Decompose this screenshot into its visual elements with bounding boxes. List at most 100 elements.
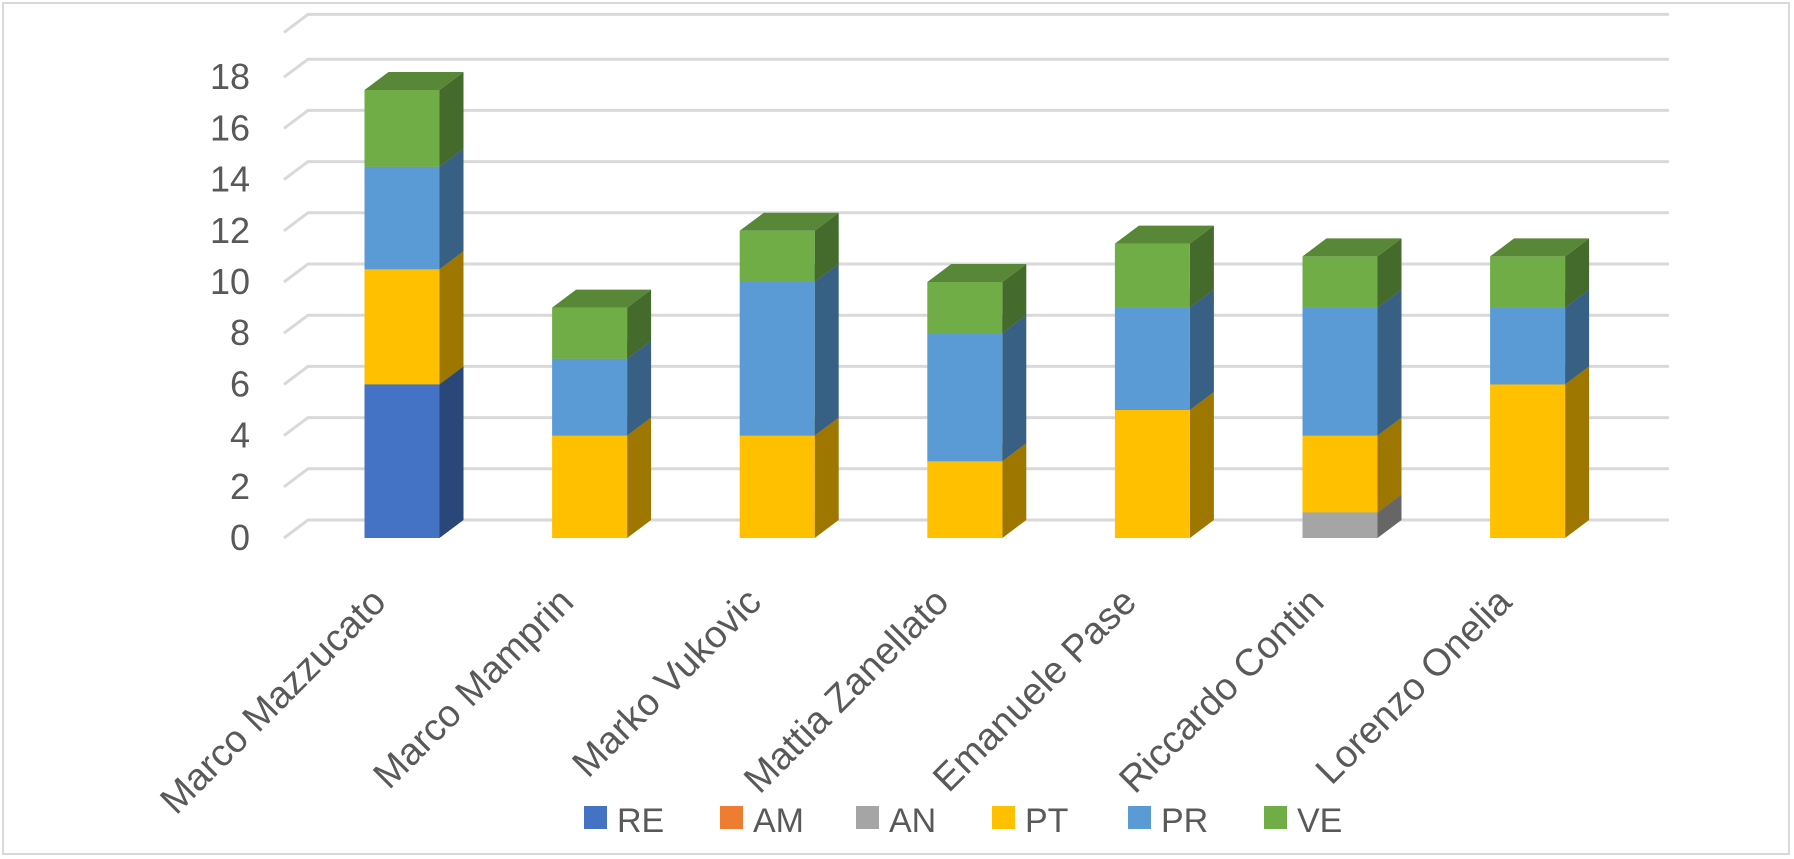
- bar-front: [1302, 307, 1378, 436]
- bar-front: [1490, 307, 1566, 385]
- y-tick-label: 16: [210, 107, 250, 148]
- bar-top: [927, 264, 1027, 282]
- legend-item-ve: VE: [1264, 802, 1342, 840]
- y-tick-label: 10: [210, 261, 250, 302]
- bar-side: [1189, 225, 1214, 308]
- bar-side: [1377, 417, 1402, 513]
- bar-side: [439, 366, 464, 538]
- bar-side: [1002, 264, 1027, 334]
- x-label-marko-vukovic: Marko Vukovic: [565, 581, 770, 786]
- bar-front: [739, 282, 815, 436]
- x-label-mattia-zanellato: Mattia Zanellato: [736, 581, 957, 802]
- legend-item-re: RE: [584, 802, 664, 840]
- gridlines: [283, 12, 1669, 540]
- bar-side: [439, 148, 464, 270]
- gridline: [283, 364, 1669, 386]
- bar-front: [1302, 512, 1378, 538]
- gridline: [283, 467, 1669, 488]
- y-tick-label: 2: [230, 466, 250, 507]
- bar-ve-marco-mamprin: [552, 289, 652, 359]
- bar-ve-emanuele-pase: [1114, 225, 1214, 308]
- legend-swatch: [1128, 806, 1151, 829]
- y-tick-label: 4: [230, 415, 250, 456]
- bar-ve-marco-mazzucato: [364, 72, 464, 167]
- bar-pt-marko-vukovic: [739, 417, 839, 538]
- bar-side: [1377, 289, 1402, 436]
- bar-top: [364, 72, 464, 90]
- legend-swatch: [856, 806, 879, 829]
- gridline: [283, 262, 1669, 284]
- gridline: [283, 108, 1669, 130]
- bar-side: [1565, 289, 1590, 385]
- gridline: [283, 518, 1669, 540]
- bar-top: [1302, 238, 1402, 257]
- bar-top: [739, 212, 839, 231]
- bar-side: [814, 264, 839, 436]
- bar-ve-mattia-zanellato: [927, 264, 1027, 334]
- legend-label: PR: [1161, 802, 1208, 840]
- bar-front: [1302, 256, 1378, 308]
- bar-ve-lorenzo-onelia: [1490, 238, 1590, 308]
- bar-pr-mattia-zanellato: [927, 315, 1027, 462]
- bar-side: [1002, 315, 1027, 462]
- bar-front: [739, 435, 815, 538]
- bar-pr-riccardo-contin: [1302, 289, 1402, 436]
- legend-item-pt: PT: [992, 802, 1068, 840]
- x-label-marco-mamprin: Marco Mamprin: [366, 581, 582, 797]
- x-label-lorenzo-onelia: Lorenzo Onelia: [1308, 580, 1521, 793]
- legend-item-am: AM: [720, 802, 804, 840]
- bar-top: [552, 289, 652, 308]
- bar-front: [927, 461, 1003, 538]
- bar-front: [1490, 256, 1566, 308]
- legend-swatch: [720, 806, 743, 829]
- gridline: [283, 211, 1669, 233]
- bar-side: [1189, 289, 1214, 410]
- bar-front: [552, 435, 628, 538]
- legend-label: AM: [753, 802, 804, 840]
- legend-label: RE: [617, 802, 664, 840]
- bar-top: [1114, 225, 1214, 244]
- bar-front: [364, 384, 440, 538]
- bar-side: [1002, 443, 1027, 538]
- bar-pt-marco-mazzucato: [364, 251, 464, 385]
- gridline: [283, 12, 1669, 34]
- bar-pr-marco-mazzucato: [364, 148, 464, 270]
- y-axis-ticks: 0 2 4 6 8 10 12 14 16 18: [210, 56, 250, 558]
- legend-label: AN: [889, 802, 936, 840]
- bar-side: [627, 289, 652, 359]
- bar-front: [927, 282, 1003, 334]
- bar-front: [364, 166, 440, 270]
- y-tick-label: 6: [230, 363, 250, 404]
- bar-side: [1189, 392, 1214, 538]
- bar-front: [1114, 243, 1190, 308]
- legend: RE AM AN PT PR VE: [584, 802, 1342, 840]
- bar-top: [1490, 238, 1590, 257]
- y-tick-label: 12: [210, 210, 250, 251]
- bar-side: [439, 72, 464, 167]
- bar-side: [814, 212, 839, 282]
- gridline: [283, 416, 1669, 437]
- bar-side: [1377, 238, 1402, 308]
- bar-front: [1114, 410, 1190, 538]
- bars: [364, 72, 1590, 538]
- y-tick-label: 18: [210, 56, 250, 97]
- bar-ve-riccardo-contin: [1302, 238, 1402, 308]
- bar-side: [627, 340, 652, 436]
- legend-item-an: AN: [856, 802, 936, 840]
- y-tick-label: 14: [210, 159, 250, 200]
- x-label-riccardo-contin: Riccardo Contin: [1112, 581, 1333, 802]
- bar-front: [927, 333, 1003, 462]
- gridline: [283, 313, 1669, 335]
- legend-swatch: [584, 806, 607, 829]
- bar-front: [1114, 307, 1190, 410]
- gridline: [283, 160, 1669, 181]
- legend-label: VE: [1297, 802, 1342, 840]
- bar-pr-emanuele-pase: [1114, 289, 1214, 410]
- legend-label: PT: [1025, 802, 1068, 840]
- legend-item-pr: PR: [1128, 802, 1208, 840]
- bar-side: [627, 417, 652, 538]
- bar-pt-marco-mamprin: [552, 417, 652, 538]
- bar-front: [364, 269, 440, 385]
